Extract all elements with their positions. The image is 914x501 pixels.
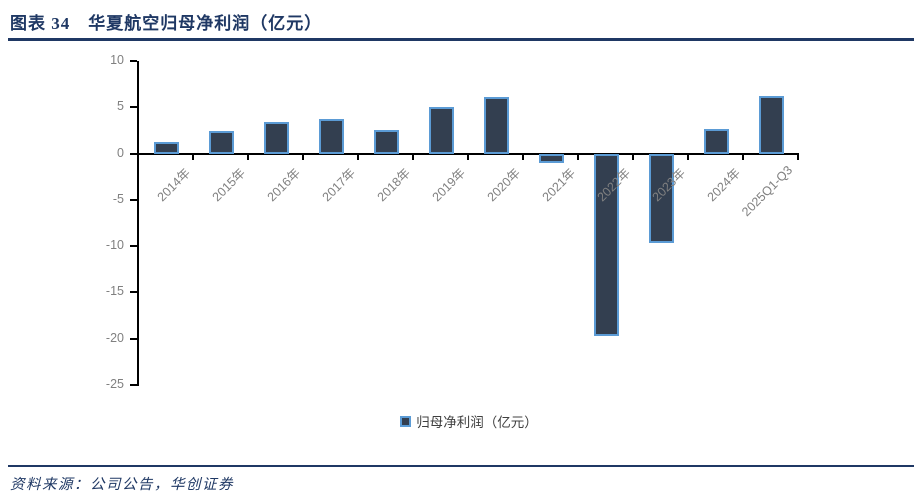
x-tick <box>467 154 469 160</box>
bar <box>704 128 729 154</box>
legend-square-icon <box>400 415 412 427</box>
chart-legend: 归母净利润（亿元） <box>139 411 799 431</box>
y-axis-label: -15 <box>105 284 124 299</box>
y-axis-label: -20 <box>105 330 124 345</box>
x-axis-label: 2017年 <box>319 165 359 204</box>
bar <box>209 131 234 154</box>
y-tick <box>130 60 137 62</box>
y-tick <box>130 291 137 294</box>
bar <box>484 97 509 154</box>
y-axis-label: -5 <box>112 191 124 206</box>
bar <box>429 107 454 154</box>
x-axis-label: 2018年 <box>374 165 414 204</box>
y-tick <box>130 198 137 201</box>
x-tick <box>192 154 194 160</box>
figure-title: 华夏航空归母净利润（亿元） <box>88 14 323 33</box>
x-tick <box>412 154 414 160</box>
x-tick <box>522 154 524 160</box>
figure-header: 图表 34 华夏航空归母净利润（亿元） <box>8 0 914 41</box>
legend-label: 归母净利润（亿元） <box>416 415 538 430</box>
figure-footer: 资料来源：公司公告，华创证券 <box>8 465 914 494</box>
x-tick <box>632 154 634 160</box>
x-tick <box>577 154 579 160</box>
x-axis-label: 2015年 <box>209 165 249 204</box>
bar <box>594 153 619 336</box>
bar <box>319 119 344 154</box>
x-tick <box>687 154 689 160</box>
x-tick <box>797 154 799 160</box>
y-axis-label: -10 <box>105 238 124 253</box>
x-tick <box>357 154 359 160</box>
y-tick <box>130 152 137 155</box>
x-axis-label: 2024年 <box>704 165 744 204</box>
bar <box>154 142 179 154</box>
bar <box>264 122 289 154</box>
x-tick <box>742 154 744 160</box>
bar <box>649 153 674 244</box>
bar <box>759 96 784 154</box>
y-axis-label: 0 <box>117 145 124 160</box>
y-axis-label: -25 <box>105 377 124 391</box>
x-axis-label: 2020年 <box>484 165 524 204</box>
y-tick <box>130 384 137 386</box>
x-axis-line <box>137 152 799 155</box>
bar <box>374 130 399 154</box>
source-note: 资料来源：公司公告，华创证券 <box>10 477 234 493</box>
x-axis-label: 2025Q1-Q3 <box>739 162 796 219</box>
x-axis-label: 2016年 <box>264 165 304 204</box>
y-axis-line <box>137 61 139 386</box>
x-axis-label: 2021年 <box>539 165 579 204</box>
y-tick <box>130 245 137 248</box>
y-axis-label: 5 <box>117 99 124 114</box>
figure-title-row: 图表 34 华夏航空归母净利润（亿元） <box>8 0 914 34</box>
x-tick <box>137 154 139 160</box>
y-axis-label: 10 <box>110 53 124 67</box>
x-tick <box>247 154 249 160</box>
bar <box>539 153 564 163</box>
x-tick <box>302 154 304 160</box>
y-tick <box>130 337 137 340</box>
x-axis-label: 2019年 <box>429 165 469 204</box>
figure-label: 图表 34 <box>10 14 71 33</box>
x-axis-label: 2014年 <box>154 165 194 204</box>
y-tick <box>130 106 137 109</box>
